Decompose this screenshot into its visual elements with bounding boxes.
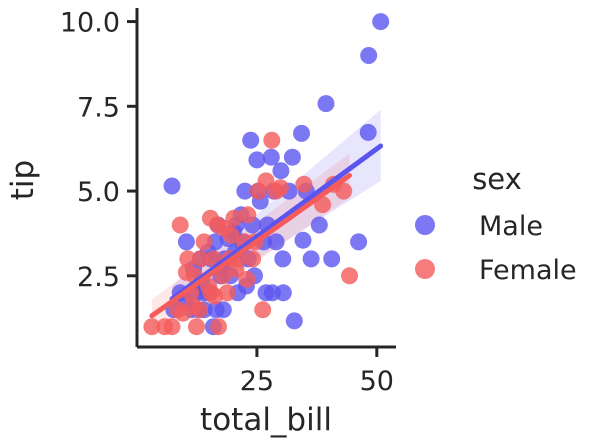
point-male [262, 148, 280, 166]
point-male [248, 151, 266, 169]
point-male [360, 47, 378, 64]
plot-area [143, 13, 390, 336]
point-male [350, 233, 368, 251]
y-tick-label: 7.5 [77, 92, 120, 123]
ticks: 2.5 5.0 7.5 10.0 25 50 [60, 8, 394, 397]
point-female [210, 318, 227, 336]
point-female [239, 206, 257, 224]
point-male [359, 123, 377, 141]
x-tick-label: 50 [360, 366, 394, 397]
point-female [238, 270, 256, 288]
point-female [206, 287, 224, 305]
point-male [323, 250, 341, 268]
legend-marker-female [415, 259, 435, 279]
y-tick-label: 10.0 [60, 8, 120, 39]
point-female [201, 209, 219, 227]
point-female [222, 226, 240, 244]
point-male [283, 148, 301, 166]
point-male [274, 250, 292, 268]
point-male [372, 13, 390, 31]
point-female [156, 318, 174, 336]
point-female [195, 233, 213, 251]
regression-line-male [169, 143, 384, 302]
legend-label-female: Female [479, 255, 577, 286]
point-female [244, 250, 262, 268]
point-male [214, 301, 232, 319]
point-female [188, 318, 205, 336]
point-male [302, 250, 320, 268]
point-male [267, 233, 285, 251]
point-female [179, 250, 197, 268]
point-female [174, 304, 192, 322]
point-female [192, 250, 210, 268]
legend-title: sex [472, 162, 522, 196]
point-female [341, 267, 358, 285]
point-female [227, 260, 245, 278]
point-male [272, 162, 290, 180]
legend-label-male: Male [479, 211, 543, 242]
point-female [267, 182, 285, 200]
point-male [294, 231, 312, 249]
legend-marker-male [415, 215, 435, 235]
point-male [285, 312, 303, 330]
legend: sex Male Female [415, 162, 577, 286]
regression-line-female [149, 172, 352, 319]
axes [135, 8, 396, 349]
point-female [249, 182, 267, 200]
point-female [225, 209, 243, 227]
point-male [257, 284, 275, 302]
point-female [214, 267, 232, 285]
point-female [143, 318, 161, 336]
point-female [177, 263, 195, 281]
y-tick-label: 5.0 [77, 177, 120, 208]
y-axis-title: tip [5, 160, 41, 200]
x-tick-label: 25 [240, 366, 274, 397]
point-male [236, 182, 254, 200]
point-male [274, 284, 292, 302]
x-axis-title: total_bill [200, 402, 332, 438]
y-tick-label: 2.5 [77, 262, 120, 293]
point-female [263, 131, 281, 149]
point-male [317, 95, 335, 113]
point-female [295, 175, 313, 193]
point-male [163, 177, 181, 195]
point-male [310, 216, 328, 234]
point-female [254, 301, 272, 319]
point-male [242, 131, 260, 149]
point-male [293, 124, 310, 142]
point-female [171, 216, 189, 234]
point-male [177, 233, 195, 251]
